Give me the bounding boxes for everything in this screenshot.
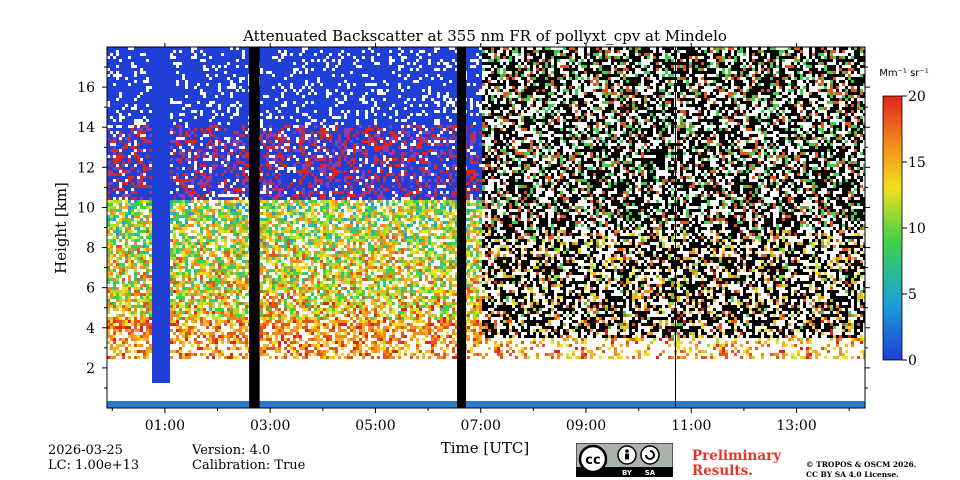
preliminary-line-1: Preliminary <box>692 449 781 464</box>
colorbar <box>883 96 902 360</box>
data-gap-1 <box>249 47 260 408</box>
copyright-line-2: CC BY SA 4.0 License. <box>806 470 916 480</box>
y-tick-label: 14 <box>77 120 95 136</box>
footer-version: Version: 4.0 <box>192 443 270 458</box>
chart-svg: 01:00 03:00 05:00 07:00 09:00 11:00 13:00 2 4 6 8 1… <box>0 0 960 480</box>
y-tick-label: 6 <box>86 281 95 297</box>
colorbar-unit-label: Mm⁻¹ sr⁻¹ <box>879 68 928 79</box>
copyright-line-1: © TROPOS & OSCM 2026. <box>806 460 916 470</box>
y-tick-label: 16 <box>77 80 95 96</box>
y-tick-label: 8 <box>86 241 95 257</box>
copyright-note: © TROPOS & OSCM 2026. CC BY SA 4.0 Licen… <box>806 460 916 480</box>
x-tick-label: 11:00 <box>671 418 711 434</box>
colorbar-tick-label: 15 <box>908 155 926 171</box>
y-tick-label: 12 <box>77 160 95 176</box>
footer-lc: LC: 1.00e+13 <box>48 458 139 473</box>
colorbar-tick-label: 20 <box>908 89 926 105</box>
x-tick-label: 09:00 <box>566 418 606 434</box>
colorbar-tick-label: 0 <box>908 353 917 369</box>
x-tick-label: 03:00 <box>250 418 290 434</box>
colorbar-tick-label: 10 <box>908 221 926 237</box>
footer-date: 2026-03-25 <box>48 443 123 458</box>
x-tick-label: 07:00 <box>461 418 501 434</box>
backscatter-heatmap <box>107 47 866 410</box>
preliminary-results-note: Preliminary Results. <box>692 449 781 479</box>
chart-title: Attenuated Backscatter at 355 nm FR of p… <box>242 27 727 45</box>
preliminary-line-2: Results. <box>692 464 781 479</box>
colorbar-ticks: 0 5 10 15 20 <box>902 89 926 369</box>
y-tick-label: 10 <box>77 200 95 216</box>
colorbar-tick-label: 5 <box>908 287 917 303</box>
data-gap-2 <box>457 47 466 408</box>
figure: 01:00 03:00 05:00 07:00 09:00 11:00 13:00 2 4 6 8 1… <box>0 0 960 480</box>
x-tick-label: 13:00 <box>776 418 816 434</box>
x-tick-label: 05:00 <box>355 418 395 434</box>
y-tick-label: 2 <box>86 361 95 377</box>
y-tick-label: 4 <box>86 321 95 337</box>
footer-calibration: Calibration: True <box>192 458 305 473</box>
x-axis-label: Time [UTC] <box>441 439 530 457</box>
cc-by-sa-badge: cc BY SA <box>576 443 673 477</box>
x-tick-label: 01:00 <box>145 418 185 434</box>
y-axis-label: Height [km] <box>52 182 70 274</box>
